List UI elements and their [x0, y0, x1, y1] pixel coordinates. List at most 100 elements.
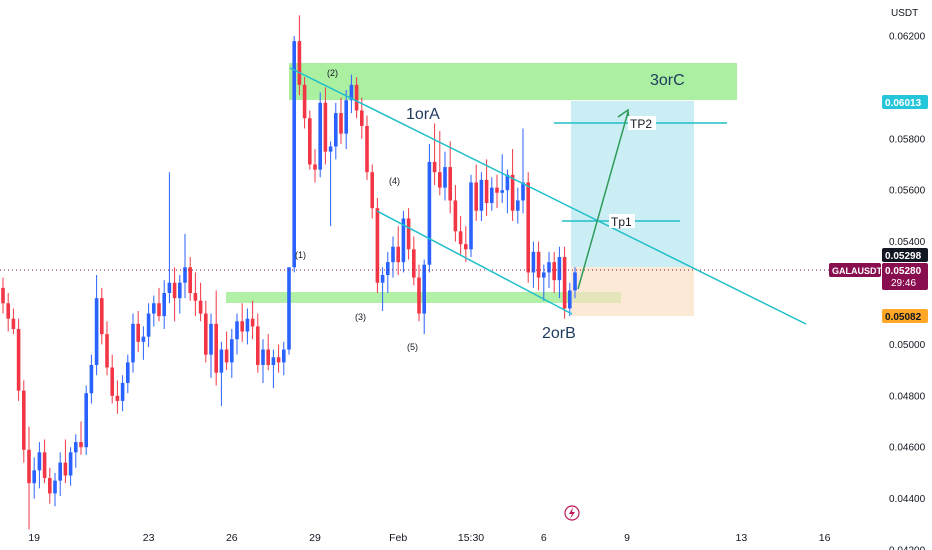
candle-body — [396, 246, 400, 263]
candle-body — [417, 277, 421, 314]
candle-body — [105, 334, 109, 368]
x-tick-label: 6 — [541, 532, 547, 544]
candle-body — [261, 349, 265, 365]
projection-arrow — [577, 111, 629, 290]
candle-body — [230, 339, 234, 363]
tp2-label-bg — [628, 116, 656, 130]
candle-body — [531, 251, 536, 273]
candles-group — [1, 15, 577, 530]
symbol-text: GALAUSDT — [832, 266, 882, 276]
x-tick-label: 13 — [736, 532, 748, 544]
y-axis: 0.06200 0.05800 0.05600 0.05400 0.05000 0.048… — [889, 31, 926, 550]
wave-b-label: 2orB — [542, 325, 576, 342]
countdown-timer: 29:46 — [891, 278, 916, 289]
tp1-label-bg — [609, 214, 635, 228]
candle-body — [380, 275, 385, 283]
candle-body — [406, 218, 411, 250]
candle-body — [256, 326, 260, 365]
candle-body — [245, 318, 250, 332]
candle-body — [287, 267, 291, 350]
candle-body — [157, 303, 161, 317]
candle-body — [370, 172, 374, 209]
candle-body — [32, 470, 36, 484]
candle-body — [126, 362, 130, 383]
candle-body — [505, 174, 510, 191]
candle-body — [573, 272, 577, 291]
candle-body — [568, 290, 572, 309]
prev-price-badge — [882, 248, 928, 262]
candle-body — [302, 84, 307, 119]
candle-body — [536, 251, 541, 278]
tp2-label: TP2 — [630, 117, 652, 131]
candle-body — [16, 328, 21, 391]
candle-body — [224, 349, 229, 363]
candle-body — [557, 257, 562, 281]
candle-body — [474, 182, 478, 211]
candle-body — [146, 313, 151, 337]
x-tick-label: 26 — [226, 532, 238, 544]
candle-body — [235, 321, 239, 340]
y-tick-label: 0.05600 — [889, 186, 926, 197]
candle-body — [448, 167, 452, 201]
candle-body — [542, 272, 546, 278]
candle-body — [323, 102, 328, 152]
candle-body — [401, 218, 406, 263]
candle-body — [375, 208, 380, 283]
x-tick-label: 16 — [819, 532, 831, 544]
lightning-icon[interactable] — [564, 505, 580, 521]
candle-body — [547, 262, 551, 273]
current-price-badge — [882, 263, 928, 290]
candle-body — [240, 321, 244, 332]
wave-2-label: (2) — [327, 68, 338, 78]
candle-body — [214, 323, 218, 373]
candle-body — [11, 318, 16, 329]
candle-body — [365, 125, 369, 173]
candle-body — [266, 349, 270, 365]
candle-body — [386, 262, 390, 275]
candle-body — [308, 118, 312, 165]
candle-body — [209, 323, 213, 355]
candle-body — [292, 41, 296, 268]
candle-body — [250, 318, 255, 327]
candle-body — [562, 257, 567, 309]
candle-body — [68, 452, 73, 476]
candle-body — [172, 282, 177, 299]
candle-body — [297, 41, 302, 85]
candle-body — [422, 264, 426, 314]
stop-price-badge — [882, 309, 928, 323]
resistance-zone — [289, 63, 737, 100]
candle-body — [391, 246, 395, 263]
candle-body — [427, 161, 432, 265]
y-tick-label: 0.04600 — [889, 443, 926, 454]
candle-body — [490, 187, 494, 204]
candle-body — [334, 113, 338, 147]
symbol-badge[interactable] — [829, 263, 881, 277]
candle-body — [516, 200, 520, 211]
candle-body — [354, 84, 359, 111]
candle-body — [120, 382, 125, 401]
candle-body — [162, 292, 166, 317]
candle-body — [464, 244, 468, 250]
candle-body — [53, 480, 57, 494]
candle-body — [349, 84, 354, 101]
candle-body — [183, 267, 187, 283]
x-tick-label: 9 — [624, 532, 630, 544]
candle-body — [131, 323, 135, 363]
candle-body — [110, 367, 114, 396]
candle-body — [552, 262, 556, 281]
candle-body — [510, 174, 515, 211]
y-tick-label: 0.04400 — [889, 494, 926, 505]
x-tick-label: 29 — [309, 532, 321, 544]
candle-body — [79, 442, 83, 448]
candle-body — [100, 298, 104, 335]
candle-body — [152, 303, 156, 314]
wave-a-label: 1orA — [406, 106, 440, 123]
wave-1-label: (1) — [295, 250, 306, 260]
candle-body — [37, 452, 42, 471]
candle-body — [339, 113, 343, 134]
candle-body — [188, 267, 192, 293]
candle-body — [271, 357, 276, 365]
stop-price-text: 0.05082 — [885, 312, 922, 323]
candle-body — [193, 292, 198, 301]
